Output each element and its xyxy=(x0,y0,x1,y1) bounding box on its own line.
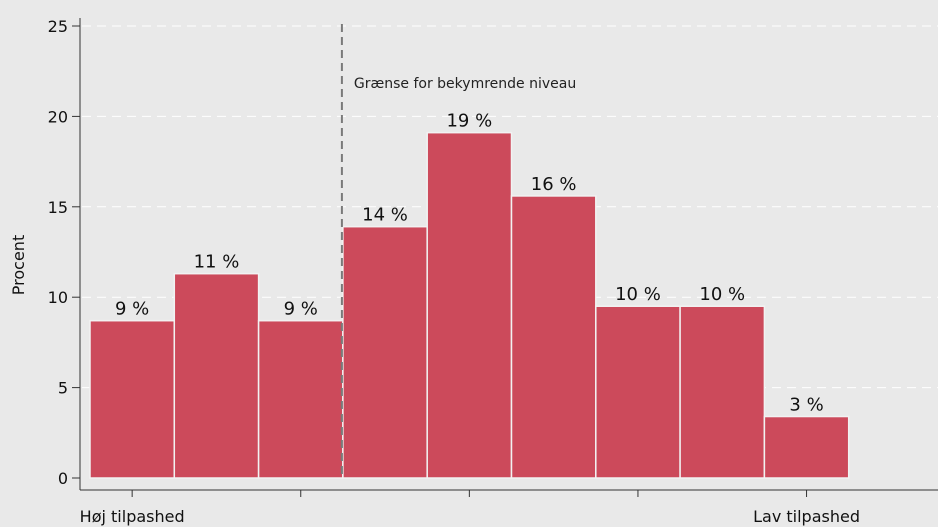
bar-5 xyxy=(426,131,513,479)
bar-label-2: 11 % xyxy=(194,252,240,273)
x-tick-label-5: Lav tilpashed xyxy=(753,507,860,526)
data-labels: 9 % 11 % 9 % 14 % 19 % 16 % 10 % 10 % 3 % xyxy=(115,111,824,416)
y-tick-label-5: 5 xyxy=(58,379,68,398)
bar-label-3: 9 % xyxy=(284,299,318,320)
bar-label-7: 10 % xyxy=(615,284,661,305)
bar-label-4: 14 % xyxy=(362,205,408,226)
bar-7 xyxy=(595,305,681,479)
bar-label-6: 16 % xyxy=(531,174,577,195)
y-tick-label-10: 10 xyxy=(48,288,68,307)
y-tick-label-15: 15 xyxy=(48,198,68,217)
threshold: Grænse for bekymrende niveau xyxy=(340,24,576,478)
bar-label-1: 9 % xyxy=(115,299,149,320)
bar-8 xyxy=(679,305,766,479)
threshold-label: Grænse for bekymrende niveau xyxy=(354,76,576,92)
y-tick-label-20: 20 xyxy=(48,107,68,126)
x-tick-label-1: Høj tilpashed xyxy=(80,507,185,526)
bar-1 xyxy=(89,319,176,479)
y-axis-label: Procent xyxy=(9,235,28,295)
bar-3 xyxy=(257,319,344,479)
bar-9 xyxy=(763,415,850,479)
bar-label-8: 10 % xyxy=(699,284,745,305)
y-tick-label-25: 25 xyxy=(48,17,68,36)
bar-label-9: 3 % xyxy=(789,395,823,416)
bar-4 xyxy=(342,225,428,479)
y-tick-label-0: 0 xyxy=(58,469,68,488)
bars xyxy=(89,131,850,479)
bar-6 xyxy=(510,195,597,479)
bar-label-5: 19 % xyxy=(446,111,492,132)
axes: 0 5 10 15 20 25 Høj tilpashed Lav tilpashed xyxy=(48,17,938,526)
bar-2 xyxy=(173,272,260,479)
